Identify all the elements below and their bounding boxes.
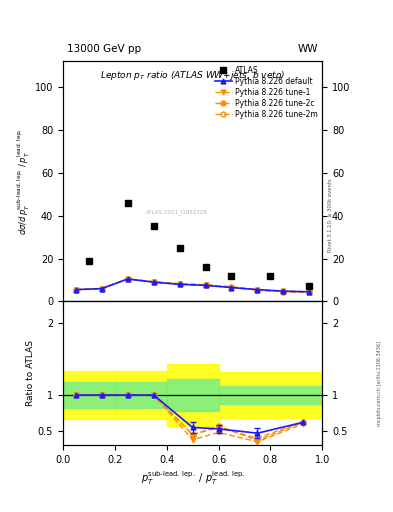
Line: Pythia 8.226 tune-2c: Pythia 8.226 tune-2c <box>73 276 312 295</box>
Pythia 8.226 tune-2m <box>229 284 234 290</box>
Pythia 8.226 default <box>255 287 260 293</box>
Pythia 8.226 default <box>203 282 208 288</box>
X-axis label: $p_T^{\rm sub\text{-}lead.\,lep.}$ / $p_T^{\rm lead.\,lep.}$: $p_T^{\rm sub\text{-}lead.\,lep.}$ / $p_… <box>141 470 244 487</box>
Text: mcplots.cern.ch [arXiv:1306.3436]: mcplots.cern.ch [arXiv:1306.3436] <box>377 342 382 426</box>
Pythia 8.226 tune-1 <box>125 276 130 282</box>
Pythia 8.226 tune-1 <box>203 282 208 288</box>
Pythia 8.226 tune-2m <box>281 289 286 295</box>
Line: ATLAS: ATLAS <box>85 199 313 290</box>
Pythia 8.226 tune-2m <box>177 281 182 287</box>
Pythia 8.226 tune-2c <box>307 289 312 295</box>
Pythia 8.226 tune-2m <box>255 287 260 293</box>
Pythia 8.226 tune-2m <box>125 276 130 282</box>
Pythia 8.226 tune-1 <box>281 288 286 294</box>
Pythia 8.226 default <box>99 286 104 292</box>
Pythia 8.226 default <box>151 279 156 285</box>
ATLAS <box>203 264 208 270</box>
Pythia 8.226 default <box>229 285 234 291</box>
ATLAS <box>125 200 130 206</box>
Y-axis label: $d\sigma/d\,p_T^{\rm sub\text{-}lead.\,lep.}\,/\,p_T^{\rm lead.\,lep.}$: $d\sigma/d\,p_T^{\rm sub\text{-}lead.\,l… <box>16 128 32 235</box>
Pythia 8.226 default <box>125 276 130 282</box>
Pythia 8.226 tune-2c <box>125 276 130 282</box>
Pythia 8.226 tune-2m <box>99 286 104 292</box>
Pythia 8.226 tune-1 <box>177 281 182 287</box>
ATLAS <box>229 273 234 279</box>
Pythia 8.226 tune-2m <box>151 279 156 285</box>
Pythia 8.226 tune-2m <box>73 287 78 293</box>
Pythia 8.226 default <box>73 287 78 293</box>
Pythia 8.226 tune-1 <box>73 287 78 293</box>
Text: Lepton $p_T$ ratio (ATLAS WW+jets, b veto): Lepton $p_T$ ratio (ATLAS WW+jets, b vet… <box>100 69 285 81</box>
Text: Rivet 3.1.10, ≥ 300k events: Rivet 3.1.10, ≥ 300k events <box>328 178 333 252</box>
Pythia 8.226 tune-1 <box>255 287 260 293</box>
Pythia 8.226 tune-2c <box>255 287 260 293</box>
Pythia 8.226 default <box>281 288 286 294</box>
Y-axis label: Ratio to ATLAS: Ratio to ATLAS <box>26 340 35 407</box>
Line: Pythia 8.226 tune-1: Pythia 8.226 tune-1 <box>73 276 312 294</box>
Line: Pythia 8.226 tune-2m: Pythia 8.226 tune-2m <box>73 276 312 295</box>
Text: 13000 GeV pp: 13000 GeV pp <box>67 44 141 54</box>
Pythia 8.226 tune-1 <box>151 279 156 285</box>
Pythia 8.226 default <box>307 289 312 295</box>
Legend: ATLAS, Pythia 8.226 default, Pythia 8.226 tune-1, Pythia 8.226 tune-2c, Pythia 8: ATLAS, Pythia 8.226 default, Pythia 8.22… <box>212 63 321 122</box>
Pythia 8.226 tune-2c <box>99 286 104 292</box>
Text: WW: WW <box>298 44 318 54</box>
Pythia 8.226 tune-1 <box>307 289 312 295</box>
Pythia 8.226 tune-2m <box>203 282 208 288</box>
ATLAS <box>307 283 312 289</box>
Pythia 8.226 tune-1 <box>99 286 104 292</box>
Line: Pythia 8.226 default: Pythia 8.226 default <box>73 276 312 294</box>
ATLAS <box>151 223 156 229</box>
ATLAS <box>86 258 91 264</box>
Pythia 8.226 tune-1 <box>229 285 234 291</box>
ATLAS <box>177 245 182 251</box>
Pythia 8.226 tune-2m <box>307 289 312 295</box>
ATLAS <box>268 273 273 279</box>
Pythia 8.226 tune-2c <box>177 281 182 287</box>
Pythia 8.226 default <box>177 281 182 287</box>
Pythia 8.226 tune-2c <box>281 289 286 295</box>
Pythia 8.226 tune-2c <box>229 284 234 290</box>
Pythia 8.226 tune-2c <box>203 282 208 288</box>
Pythia 8.226 tune-2c <box>73 287 78 293</box>
Pythia 8.226 tune-2c <box>151 279 156 285</box>
Text: ATLAS:2021_I1852328: ATLAS:2021_I1852328 <box>146 209 208 215</box>
